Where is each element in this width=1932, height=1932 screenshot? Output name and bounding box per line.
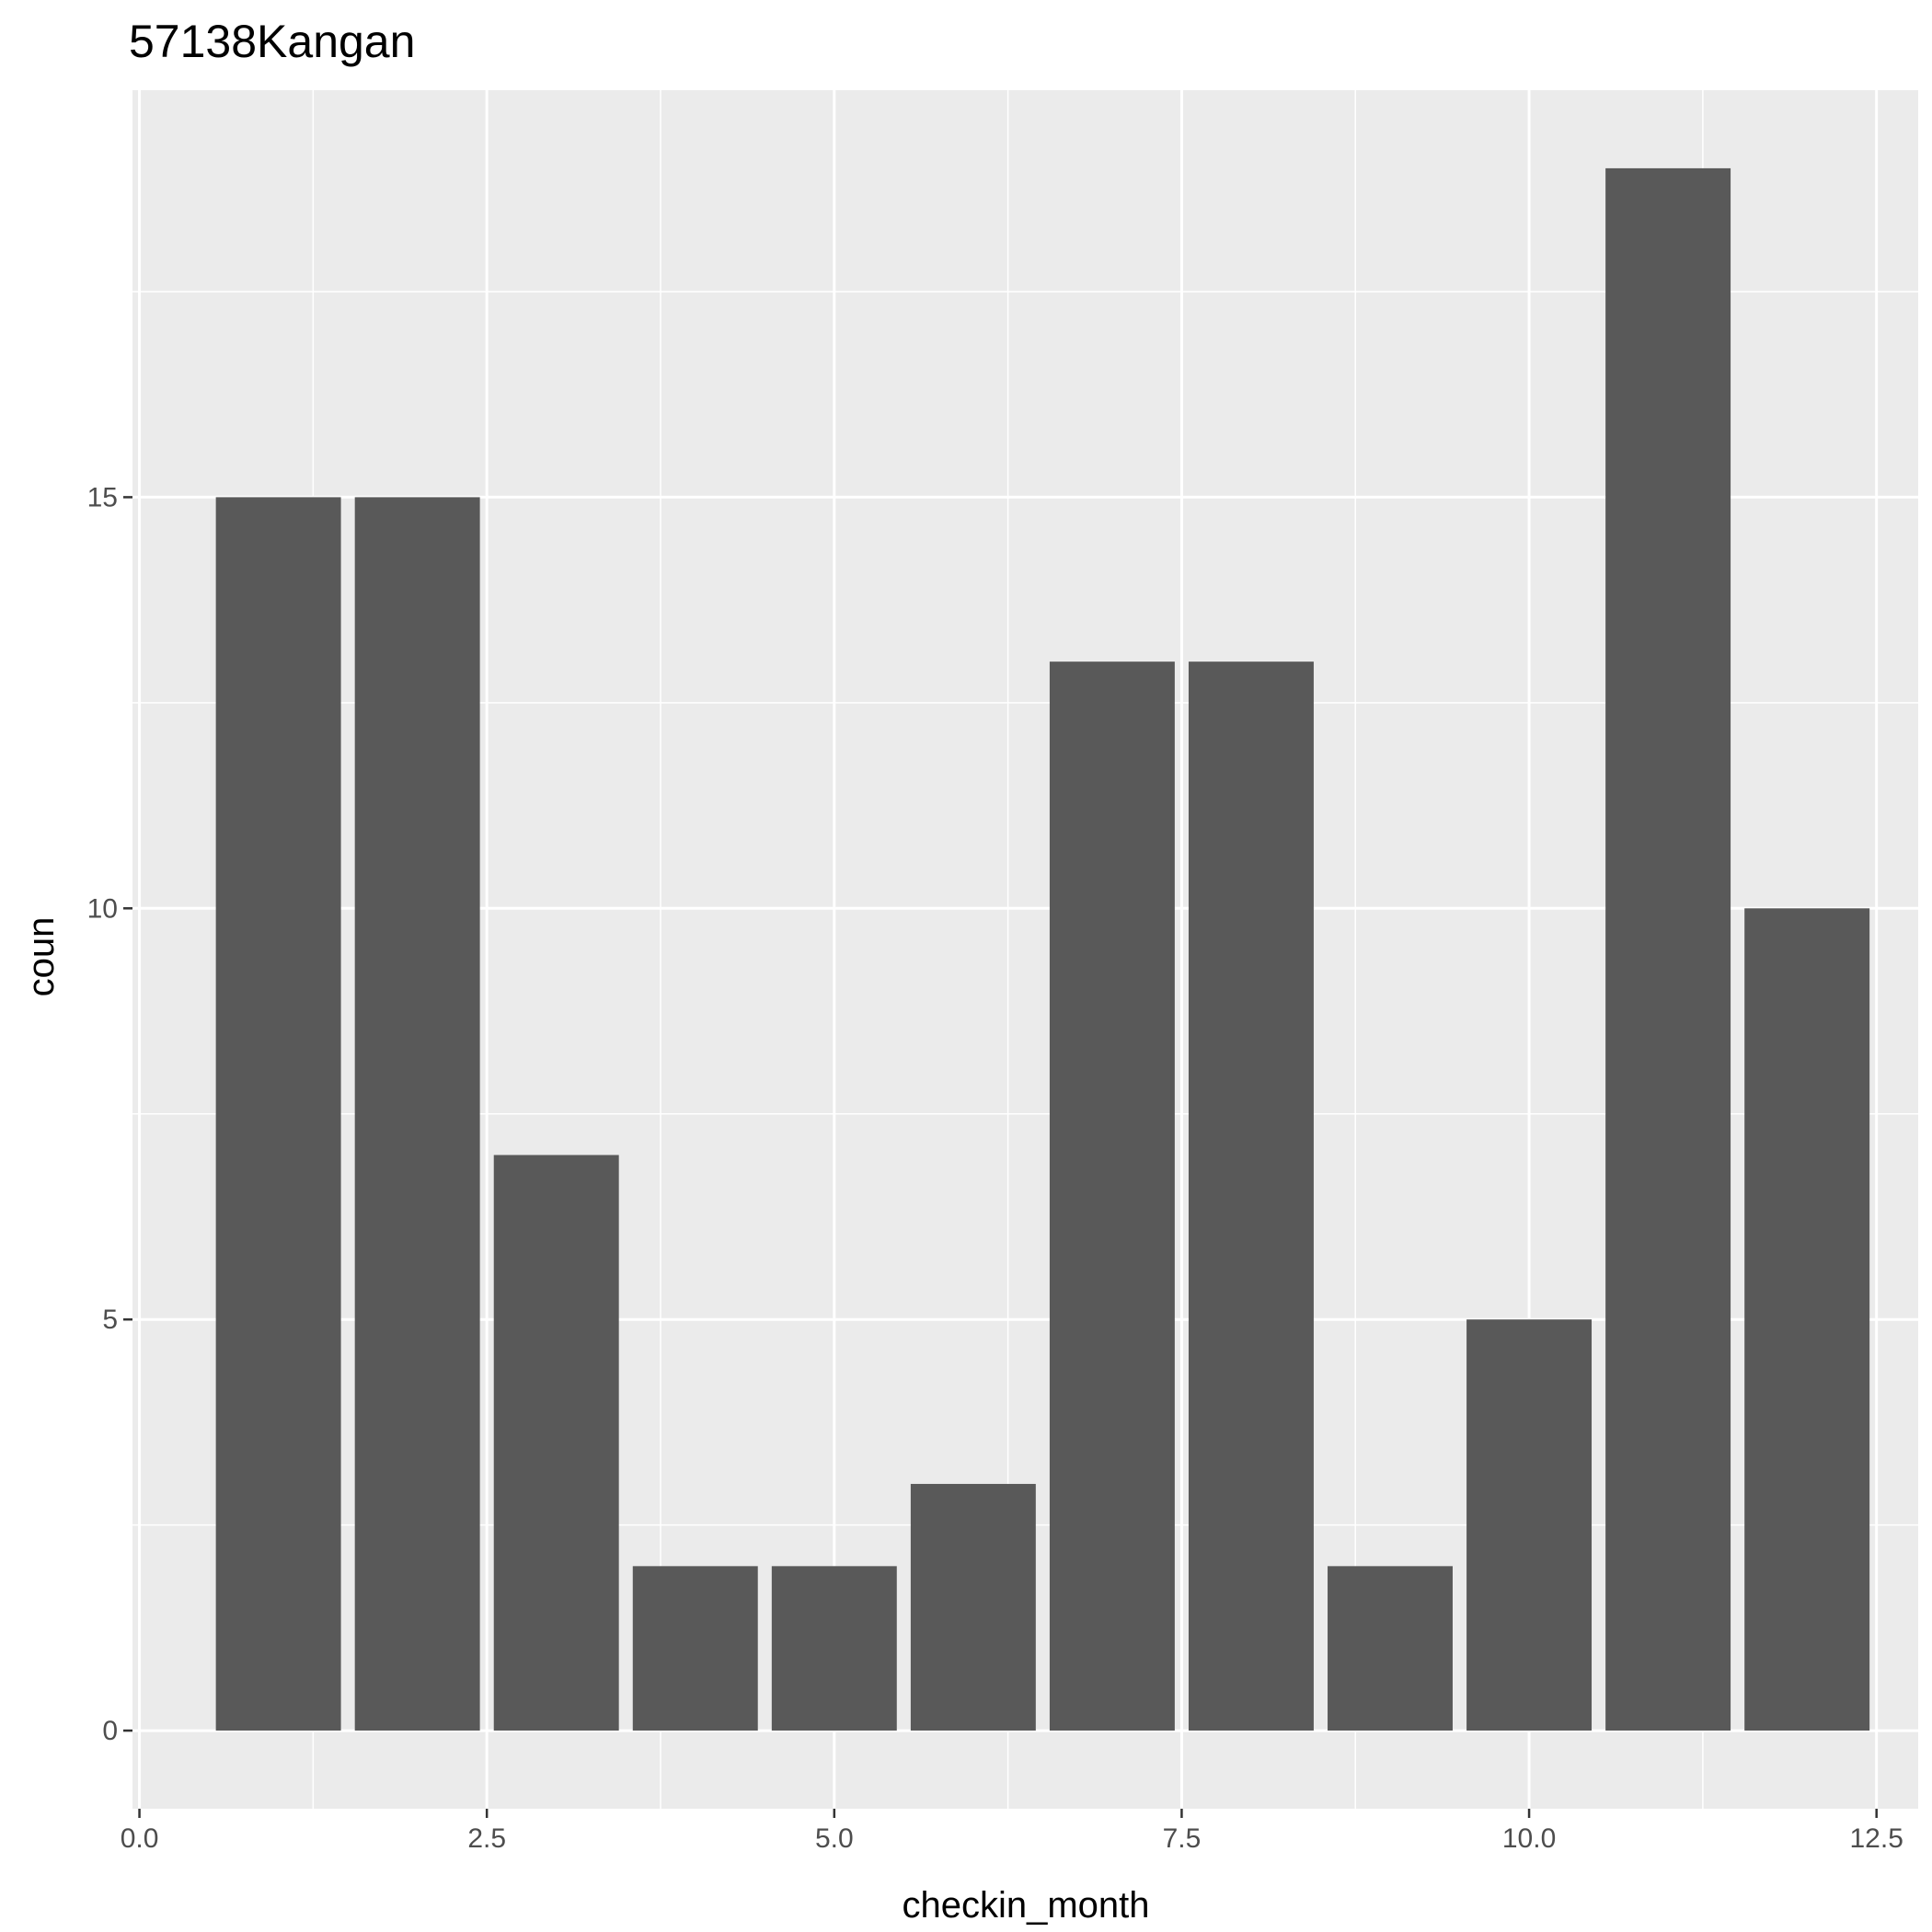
bar (215, 497, 341, 1731)
x-tick-label: 0.0 (121, 1823, 159, 1854)
bar (1328, 1566, 1453, 1731)
bars (215, 167, 1870, 1731)
bar (632, 1566, 758, 1731)
bar (771, 1566, 897, 1731)
chart-title: 57138Kangan (129, 16, 415, 67)
bar (910, 1483, 1036, 1731)
x-tick-label: 12.5 (1849, 1823, 1903, 1854)
bar (493, 1155, 619, 1731)
bar (1605, 167, 1731, 1731)
bar (354, 497, 480, 1731)
x-tick-label: 7.5 (1163, 1823, 1202, 1854)
y-tick-label: 0 (102, 1716, 118, 1746)
bar (1188, 661, 1314, 1731)
x-axis-title: checkin_month (902, 1885, 1149, 1926)
x-tick-label: 2.5 (467, 1823, 506, 1854)
x-axis: 0.0 2.5 5.0 7.5 10.0 12.5 (121, 1809, 1903, 1854)
y-axis: 0 5 10 15 (87, 482, 132, 1746)
y-axis-title: coun (21, 917, 62, 997)
y-tick-label: 15 (87, 482, 118, 512)
x-tick-label: 10.0 (1502, 1823, 1556, 1854)
bar (1466, 1319, 1593, 1731)
y-tick-label: 10 (87, 893, 118, 924)
bar (1744, 908, 1870, 1731)
y-tick-label: 5 (102, 1305, 118, 1335)
bar (1049, 661, 1175, 1731)
x-tick-label: 5.0 (815, 1823, 854, 1854)
